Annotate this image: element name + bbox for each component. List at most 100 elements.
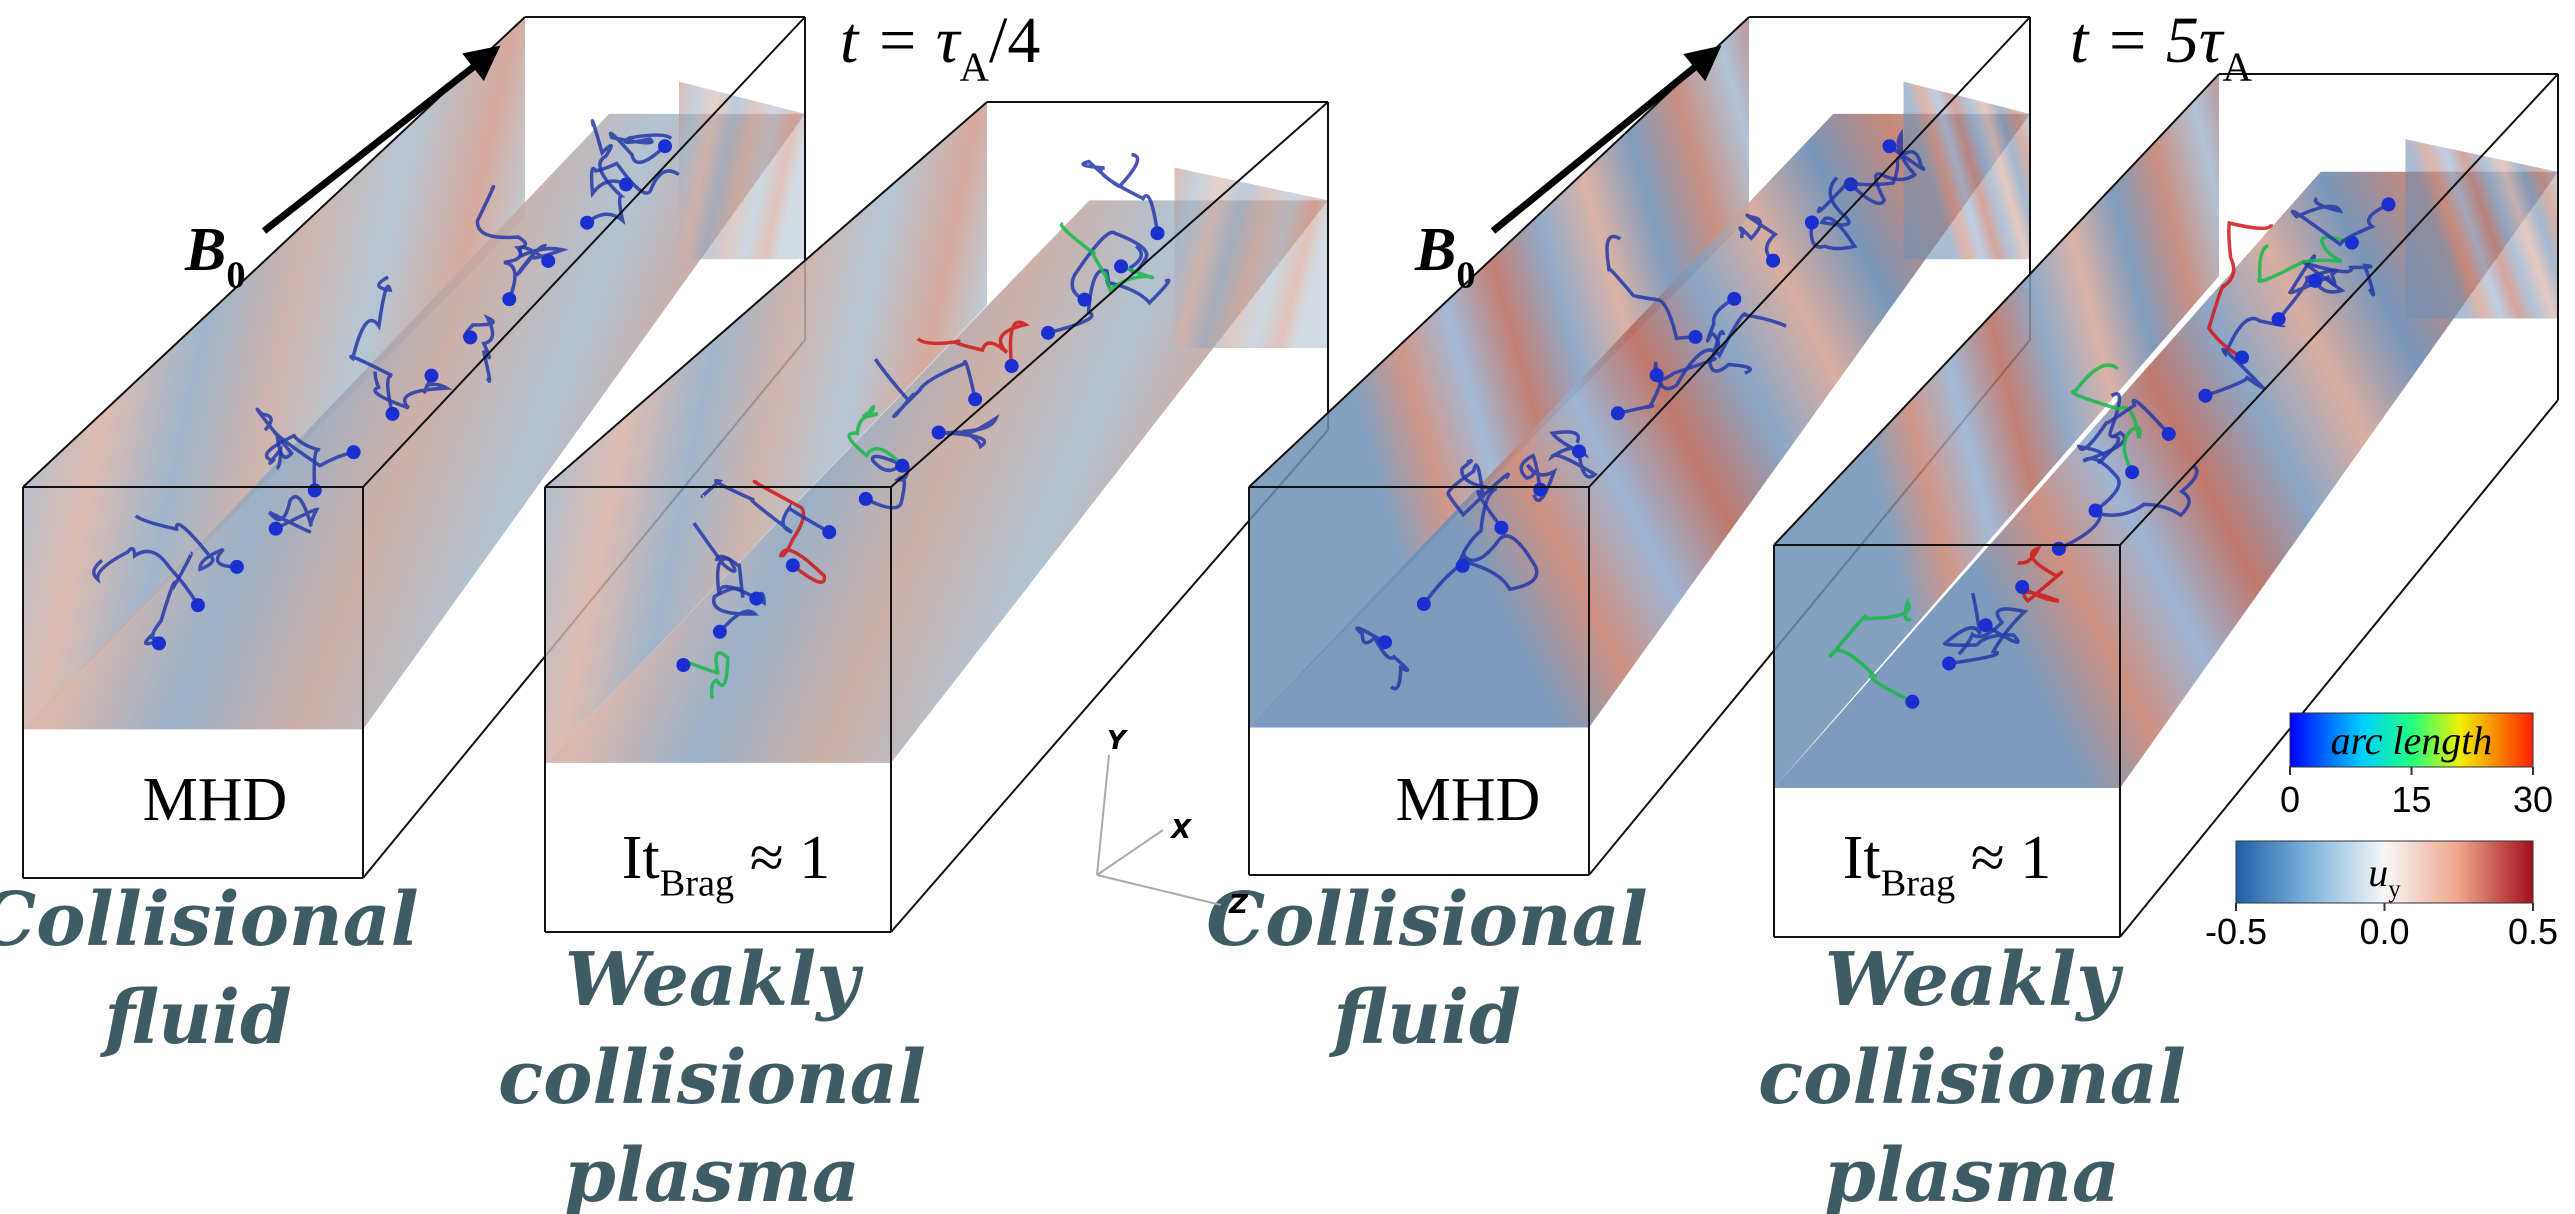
seed-point bbox=[191, 598, 205, 612]
seed-point bbox=[347, 445, 361, 459]
field-label: B0 bbox=[184, 216, 246, 296]
seed-point bbox=[2198, 389, 2212, 403]
seed-point bbox=[2125, 465, 2139, 479]
colorbar-tick-label: 0.5 bbox=[2508, 911, 2558, 952]
seed-point bbox=[386, 407, 400, 421]
seed-point bbox=[1494, 521, 1508, 535]
field-label-part: 0 bbox=[1456, 254, 1475, 296]
vertical-slice bbox=[679, 82, 805, 260]
field-label-part: 0 bbox=[226, 254, 245, 296]
seed-point bbox=[152, 636, 166, 650]
seed-point bbox=[1883, 139, 1897, 153]
axis-arrow bbox=[1097, 755, 1109, 875]
box-label: MHD bbox=[1396, 766, 1541, 834]
box-label-part: MHD bbox=[143, 766, 288, 834]
time-label-part: A bbox=[960, 44, 990, 89]
axis-label: X bbox=[1169, 815, 1193, 845]
axis-arrow bbox=[1097, 875, 1221, 905]
seed-point bbox=[1456, 559, 1470, 573]
axis-label: Z bbox=[1228, 890, 1249, 920]
caption: collisional bbox=[1758, 1035, 2186, 1121]
box-label: ItBrag ≈ 1 bbox=[622, 824, 831, 904]
box-label-part: It bbox=[1843, 824, 1881, 892]
field-label-part: B bbox=[1414, 216, 1456, 284]
vertical-slice bbox=[1175, 168, 1328, 348]
seed-point bbox=[541, 254, 555, 268]
seed-point bbox=[230, 560, 244, 574]
seed-point bbox=[968, 392, 982, 406]
caption: fluid bbox=[99, 975, 291, 1061]
seed-point bbox=[1041, 326, 1055, 340]
seed-point bbox=[1378, 635, 1392, 649]
box-label-part: ≈ 1 bbox=[1955, 824, 2051, 892]
seed-point bbox=[308, 483, 322, 497]
box-label: ItBrag ≈ 1 bbox=[1843, 824, 2052, 904]
time-label-part: t = 5τ bbox=[2070, 4, 2225, 77]
seed-point bbox=[2308, 274, 2322, 288]
seed-point bbox=[1727, 292, 1741, 306]
seed-point bbox=[1979, 618, 1993, 632]
time-label-part: A bbox=[2223, 44, 2253, 89]
seed-point bbox=[786, 558, 800, 572]
seed-point bbox=[2089, 503, 2103, 517]
colorbar-tick-label: -0.5 bbox=[2205, 911, 2267, 952]
caption: Weakly bbox=[565, 937, 864, 1023]
axis-label: Y bbox=[1107, 726, 1129, 756]
seed-point bbox=[822, 525, 836, 539]
seed-point bbox=[1611, 406, 1625, 420]
seed-point bbox=[713, 625, 727, 639]
caption: Collisional bbox=[1206, 877, 1648, 963]
seed-point bbox=[463, 330, 477, 344]
colorbar-tick-label: 0 bbox=[2280, 779, 2300, 820]
seed-point bbox=[658, 139, 672, 153]
page: {"snapshots": [ {"time": ["t = τ", "A", … bbox=[0, 0, 2575, 1214]
seed-point bbox=[2272, 312, 2286, 326]
seed-point bbox=[1650, 368, 1664, 382]
caption: collisional bbox=[498, 1035, 926, 1121]
seed-point bbox=[2235, 350, 2249, 364]
seed-point bbox=[1572, 444, 1586, 458]
colorbar-tick-label: 0.0 bbox=[2359, 911, 2409, 952]
seed-point bbox=[580, 216, 594, 230]
seed-point bbox=[2162, 427, 2176, 441]
vertical-slice bbox=[2405, 139, 2558, 318]
seed-point bbox=[502, 292, 516, 306]
seed-point bbox=[1942, 657, 1956, 671]
box-label-part: ≈ 1 bbox=[734, 824, 830, 892]
seed-point bbox=[1688, 330, 1702, 344]
seed-point bbox=[424, 369, 438, 383]
caption: fluid bbox=[1328, 975, 1520, 1061]
seed-point bbox=[1533, 483, 1547, 497]
colorbar-title-part: arc length bbox=[2331, 718, 2493, 763]
caption: Collisional bbox=[0, 877, 419, 963]
caption: plasma bbox=[1824, 1133, 2120, 1214]
time-label-part: t = τ bbox=[840, 4, 962, 77]
figure: t = τA/4t = 5τAB0B0MHDCollisionalfluidIt… bbox=[0, 0, 2575, 1214]
seed-point bbox=[1005, 359, 1019, 373]
field-label-part: B bbox=[184, 216, 226, 284]
seed-point bbox=[2382, 197, 2396, 211]
seed-point bbox=[676, 658, 690, 672]
caption: Weakly bbox=[1825, 937, 2124, 1023]
seed-point bbox=[1151, 226, 1165, 240]
simulation-boxes bbox=[23, 17, 2558, 937]
seed-point bbox=[1766, 254, 1780, 268]
seed-point bbox=[2052, 542, 2066, 556]
colorbar-tick-label: 30 bbox=[2513, 779, 2553, 820]
axis-arrow bbox=[1097, 830, 1163, 875]
box-label-part: MHD bbox=[1396, 766, 1541, 834]
box-label-part: Brag bbox=[660, 862, 735, 904]
colorbar-title-part: u bbox=[2368, 850, 2388, 895]
seed-point bbox=[1078, 293, 1092, 307]
colorbar-title: arc length bbox=[2331, 718, 2493, 763]
field-label: B0 bbox=[1414, 216, 1476, 296]
seed-point bbox=[1417, 597, 1431, 611]
box-label: MHD bbox=[143, 766, 288, 834]
box-label-part: It bbox=[622, 824, 660, 892]
seed-point bbox=[932, 425, 946, 439]
seed-point bbox=[619, 177, 633, 191]
seed-point bbox=[895, 459, 909, 473]
box-label-part: Brag bbox=[1881, 862, 1956, 904]
seed-point bbox=[269, 522, 283, 536]
colorbar-tick-label: 15 bbox=[2391, 779, 2431, 820]
